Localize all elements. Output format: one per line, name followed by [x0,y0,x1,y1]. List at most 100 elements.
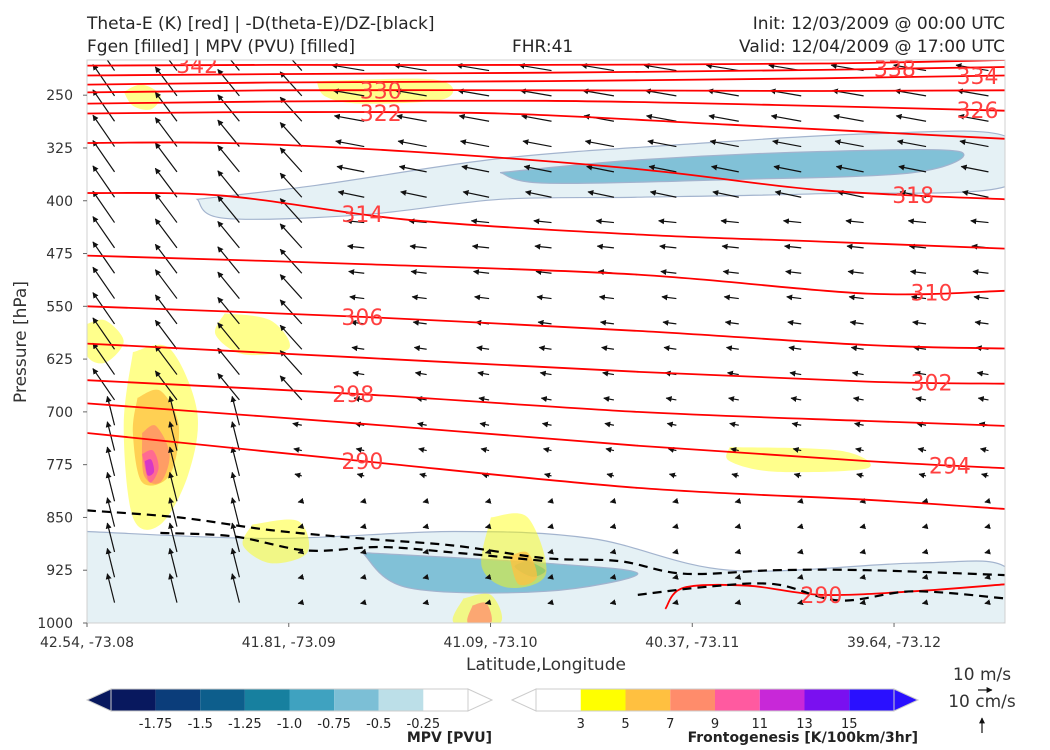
wind-vector [722,269,739,276]
wind-vector [105,522,116,553]
wind-vector [154,142,178,173]
wind-vector [105,547,116,578]
wind-vector [797,548,804,555]
wind-vector [659,243,677,250]
wind-vector [474,294,490,301]
y-tick-label: 250 [46,88,73,104]
wind-vector [279,350,303,375]
y-tick-label: 325 [46,141,73,157]
wind-vector [859,497,866,504]
wind-vector [834,139,864,148]
wind-vector [859,599,866,606]
theta-e-contour [87,74,1005,86]
vector-legend-wind: 10 m/s [953,665,1011,685]
wind-vector [542,447,552,453]
wind-vector [672,573,679,580]
wind-vector [230,471,240,502]
wind-vector [336,164,365,173]
wind-vector [663,345,677,352]
wind-vector [734,523,742,530]
wind-vector [712,189,739,198]
wind-vector [355,447,365,453]
wind-vector [598,294,615,301]
theta-e-contour [87,192,1005,250]
wind-vector [972,269,989,276]
wind-vector [601,345,615,352]
theta-e-label: 342 [176,54,218,79]
wind-vector [525,189,552,198]
wind-vector [297,523,305,530]
wind-vector [217,322,240,350]
wind-vector [846,243,864,250]
theta-e-contour [87,141,1005,201]
wind-vector [580,63,615,72]
wind-vector [544,472,552,479]
x-tick-label: 41.81, -73.09 [242,635,336,651]
wind-vector [921,523,929,530]
wind-vector [484,497,492,504]
wind-vector [398,164,427,173]
wind-vector [921,497,929,504]
theta-e-label: 290 [341,450,383,475]
wind-vector [856,472,864,479]
wind-vector [705,63,739,72]
wind-vector [335,139,365,148]
wind-vector [279,147,303,173]
wind-vector [412,319,427,326]
colorbar-cell [200,689,245,711]
theta-e-label: 310 [911,281,953,306]
wind-vector [912,319,927,326]
wind-vector [728,396,739,403]
wind-vector [921,599,929,606]
wind-vector [422,573,430,580]
wind-vector [217,145,240,173]
wind-vector [533,218,552,225]
wind-vector [350,319,365,326]
frontogenesis-region [316,78,454,104]
wind-vector [422,548,430,555]
wind-vector [168,573,178,603]
colorbar-cell [289,689,335,711]
wind-vector [602,370,615,377]
colorbar-cell [244,689,290,711]
wind-vector [977,396,989,403]
theta-e-contour [87,432,1005,510]
wind-vector [481,472,490,479]
wind-vector [788,345,802,352]
wind-vector [92,165,116,198]
colorbar-cell [536,689,581,711]
wind-vector [230,395,240,426]
wind-vector [92,64,116,97]
colorbar-extend-right [893,688,920,712]
wind-vector [279,375,303,401]
wind-vector [360,523,367,530]
wind-vector [907,218,927,225]
y-tick-label: 1000 [37,616,73,632]
wind-vector [720,218,739,225]
wind-vector [726,370,739,377]
valid-time: Valid: 12/04/2009 @ 17:00 UTC [739,37,1005,57]
wind-vector [154,91,178,122]
wind-vector [414,370,427,377]
wind-vector [547,599,554,606]
wind-vector [393,63,427,72]
theta-e-contour [664,583,1005,610]
wind-vector [649,189,677,198]
theta-e-contour [87,60,1005,67]
wind-vector [956,88,989,97]
wind-vector [168,547,178,578]
theta-e-label: 330 [360,79,402,104]
title-line-2: Fgen [filled] | MPV (PVU) [filled] [87,37,356,57]
wind-vector [154,167,178,198]
theta-e-label: 322 [360,102,402,127]
wind-vector [352,370,365,377]
wind-vector [979,447,989,453]
wind-vector [647,139,677,148]
wind-vector [909,269,927,276]
wind-vector [105,446,116,477]
wind-vector [168,497,178,527]
wind-vector [521,113,552,122]
wind-vector [734,497,742,504]
theta-e-label: 314 [341,203,383,228]
colorbar-frame [110,688,469,712]
